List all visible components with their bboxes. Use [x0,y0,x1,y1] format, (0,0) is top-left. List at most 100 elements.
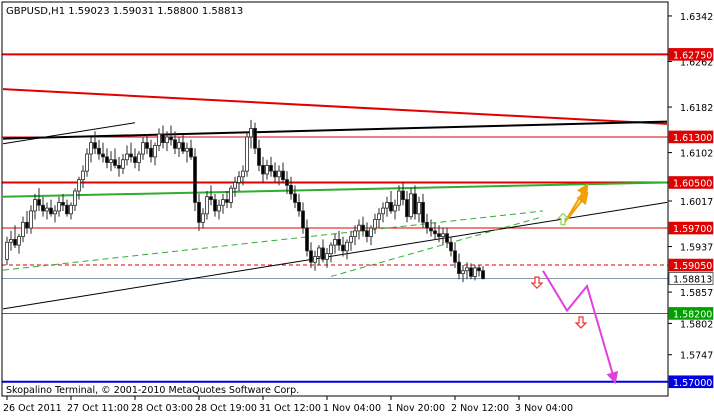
candle-body-bear [421,202,425,223]
candle [321,239,325,263]
arrow-marker-down-arrow-1[interactable] [530,276,544,289]
candle-body-bear [197,202,201,223]
y-tick-label: 1.61825 [680,103,714,114]
candle-body-bear [225,199,229,203]
candle-body-bull [245,136,249,172]
candle-body-bull [377,213,381,220]
candle [477,265,481,277]
candle [297,193,301,217]
candle-body-bull [109,159,113,163]
candle [301,202,305,234]
candle-body-bear [445,233,449,243]
price-level-label-box [668,307,714,320]
candles [5,119,485,283]
candle-body-bear [213,199,217,212]
candle-body-bull [29,210,33,229]
candle [129,142,133,163]
candle-body-bear [389,202,393,212]
candle-body-bull [177,142,181,149]
candle [189,139,193,160]
plot-frame [1,1,669,397]
candle [113,148,117,169]
candle [353,225,357,246]
x-tick-label: 3 Nov 04:00 [515,403,573,414]
candle [101,142,105,163]
candle [181,134,185,155]
candle [421,193,425,229]
candle [33,193,37,220]
candle [449,236,453,257]
candle [453,242,457,268]
candle [57,196,61,217]
forecast-bearish-path[interactable] [542,270,619,385]
trend-line-green-dash-lower[interactable] [330,216,544,277]
candle [213,193,217,217]
candle [29,205,33,234]
y-tick-label: 1.63425 [680,12,714,23]
candle [377,208,381,229]
price-level-label: 1.62750 [673,50,712,61]
candle-body-bear [297,202,301,212]
candle-body-bear [361,224,365,232]
candle [145,134,149,155]
candle-body-bull [233,182,237,189]
candle [241,165,245,186]
candle-body-bull [349,236,353,243]
candle [261,156,265,183]
candle [249,119,253,149]
candle-body-bear [61,202,65,206]
candle-body-bull [69,204,73,215]
candle [417,196,421,223]
candle [69,202,73,220]
candle-body-bull [229,187,233,203]
candle [349,230,353,251]
candle [141,136,145,160]
trend-line-green-dash-upper[interactable] [2,210,544,271]
candle [437,225,441,243]
trend-line-black-resistance[interactable] [2,120,668,140]
trend-line-red-downtrend[interactable] [2,88,668,125]
time-axis: 26 Oct 2011 27 Oct 11:00 28 Oct 03:00 28 Oc… [3,396,573,414]
price-level-label-box [668,375,714,389]
candle [405,191,409,223]
y-tick-label: 1.57475 [680,351,714,362]
trend-line-green-upper[interactable] [2,181,668,198]
candle-body-bull [441,233,445,237]
candle [253,122,257,155]
candle-body-bear [105,156,109,163]
forecast-bullish-path-2[interactable] [566,191,589,221]
candle-body-bear [437,233,441,237]
candle-body-bull [397,190,401,206]
price-level-label: 1.59700 [673,224,712,235]
y-tick-label: 1.58575 [680,288,714,299]
candle [117,156,121,177]
arrow-marker-up-arrow[interactable] [556,212,570,226]
candle [89,136,93,163]
candle-body-bear [365,230,369,237]
candle [273,162,277,183]
candle-body-bear [285,179,289,186]
candle-body-bear [257,147,261,166]
candle-body-bear [269,165,273,172]
arrow-marker-down-arrow-2[interactable] [574,316,588,329]
candle [361,216,365,237]
candle-body-bull [241,170,245,178]
price-level-label-box [668,130,714,144]
trend-line-black-short[interactable] [2,122,136,145]
candle-body-bear [181,142,185,152]
candle [285,171,289,194]
candle [433,222,437,240]
candle [153,142,157,166]
candle [461,265,465,283]
x-tick-label: 26 Oct 2011 [3,403,62,414]
candle-body-bear [97,147,101,155]
x-tick-label: 27 Oct 11:00 [67,403,129,414]
candle-body-bull [125,153,129,161]
candle [73,188,77,211]
candle-body-bull [33,199,37,212]
candle [281,162,285,183]
trend-line-black-support[interactable] [2,201,668,310]
candle [245,131,249,177]
candle [413,185,417,220]
